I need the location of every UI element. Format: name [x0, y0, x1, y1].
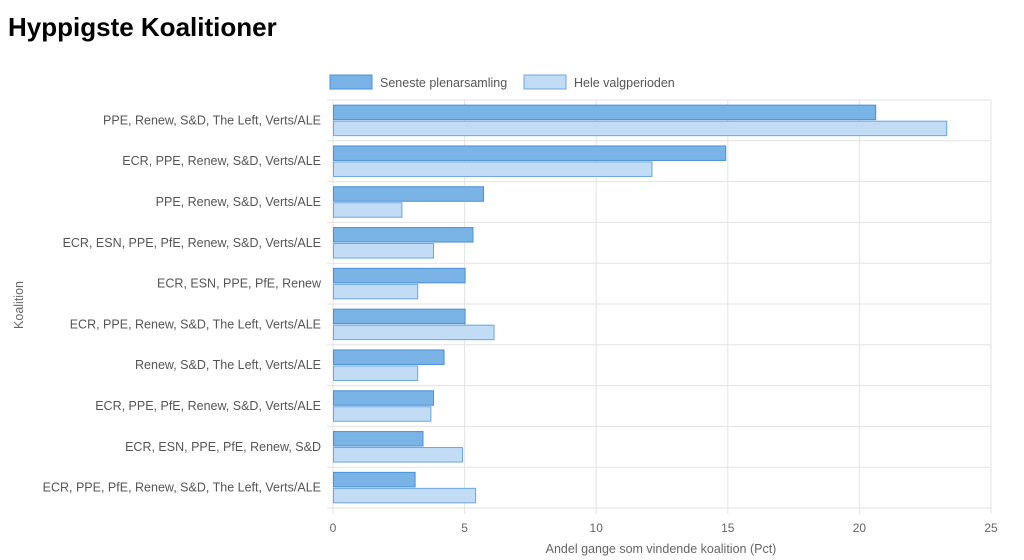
- legend[interactable]: Seneste plenarsamling Hele valgperioden: [329, 74, 675, 90]
- legend-label: Seneste plenarsamling: [380, 76, 507, 90]
- bar-hele: [333, 161, 653, 177]
- legend-label: Hele valgperioden: [574, 76, 675, 90]
- x-tick-label: 15: [721, 521, 735, 535]
- bar-hele: [333, 202, 403, 218]
- legend-swatch: [523, 74, 567, 90]
- category-labels: PPE, Renew, S&D, The Left, Verts/ALE ECR,…: [43, 113, 322, 494]
- legend-item-seneste[interactable]: Seneste plenarsamling: [329, 74, 507, 90]
- legend-swatch: [329, 74, 373, 90]
- category-label: ECR, ESN, PPE, PfE, Renew, S&D, Verts/AL…: [63, 236, 321, 250]
- bar-seneste: [333, 308, 466, 325]
- bar-hele: [333, 406, 432, 422]
- page-title: Hyppigste Koalitioner: [8, 12, 277, 42]
- bar-hele: [333, 447, 463, 463]
- bar-hele: [333, 120, 948, 137]
- bar-seneste: [333, 227, 474, 243]
- category-label: ECR, PPE, PfE, Renew, S&D, The Left, Ver…: [43, 481, 321, 495]
- y-axis-title: Koalition: [12, 281, 26, 329]
- x-tick-label: 25: [984, 521, 998, 535]
- bar-seneste: [333, 186, 485, 202]
- bar-hele: [333, 365, 419, 381]
- category-label: ECR, PPE, Renew, S&D, The Left, Verts/AL…: [70, 317, 321, 331]
- x-axis-title: Andel gange som vindende koalition (Pct): [546, 542, 777, 556]
- bar-seneste: [333, 431, 424, 447]
- bar-seneste: [333, 471, 416, 488]
- bar-hele: [333, 283, 419, 300]
- category-label: PPE, Renew, S&D, Verts/ALE: [156, 195, 321, 209]
- bar-seneste: [333, 267, 466, 284]
- category-label: ECR, ESN, PPE, PfE, Renew, S&D: [125, 440, 321, 454]
- x-tick-label: 10: [590, 521, 604, 535]
- x-tick-label: 0: [330, 521, 337, 535]
- bar-seneste: [333, 390, 435, 406]
- legend-item-hele[interactable]: Hele valgperioden: [523, 74, 675, 90]
- bar-seneste: [333, 349, 445, 365]
- category-label: ECR, PPE, Renew, S&D, Verts/ALE: [122, 154, 321, 168]
- bar-seneste: [333, 145, 727, 161]
- category-label: ECR, ESN, PPE, PfE, Renew: [157, 277, 322, 291]
- x-tick-labels: 0 5 10 15 20 25: [330, 521, 998, 535]
- bars: [333, 104, 948, 504]
- bar-seneste: [333, 104, 877, 121]
- category-label: Renew, S&D, The Left, Verts/ALE: [135, 358, 321, 372]
- x-tick-label: 5: [461, 521, 468, 535]
- category-label: PPE, Renew, S&D, The Left, Verts/ALE: [103, 113, 321, 127]
- x-tick-label: 20: [853, 521, 867, 535]
- bar-hele: [333, 243, 435, 259]
- bar-hele: [333, 487, 477, 504]
- category-label: ECR, PPE, PfE, Renew, S&D, Verts/ALE: [95, 399, 321, 413]
- bar-hele: [333, 324, 495, 341]
